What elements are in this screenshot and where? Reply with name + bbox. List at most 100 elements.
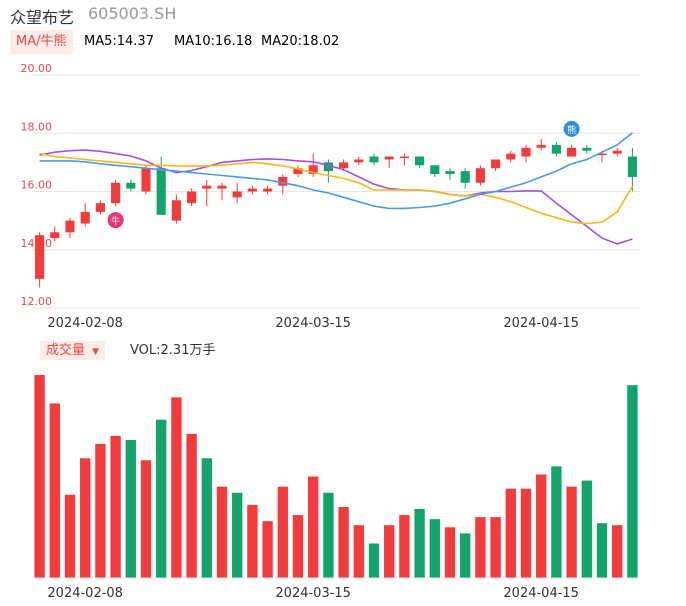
ma20-legend: MA20:18.02 (261, 34, 340, 49)
volume-bar (581, 480, 592, 578)
volume-bar (460, 533, 471, 578)
candle-body (202, 185, 212, 189)
y-tick-label: 18.00 (21, 120, 53, 133)
candle-body (399, 156, 409, 159)
ma5-line (39, 149, 633, 245)
volume-bar (308, 476, 319, 578)
bull-badge: 牛 (107, 212, 124, 229)
candle-body (141, 168, 151, 192)
candle-body (597, 153, 607, 156)
volume-bar (277, 486, 288, 578)
volume-bar (368, 543, 380, 578)
candle-body (567, 147, 577, 157)
bear-badge: 熊 (563, 120, 580, 137)
volume-bar (49, 403, 60, 578)
volume-bar (201, 458, 212, 578)
ma10-legend: MA10:16.18 (174, 34, 253, 49)
volume-bar (323, 492, 334, 578)
stock-code: 605003.SH (88, 4, 177, 23)
stock-name: 众望布艺 (10, 8, 75, 27)
candle-body (217, 185, 227, 189)
candle-body (308, 165, 318, 175)
candle-body (582, 147, 592, 151)
volume-bar (444, 527, 456, 578)
y-tick-label: 12.00 (21, 295, 53, 308)
volume-bar (110, 435, 121, 578)
candle-body (506, 153, 516, 160)
volume-tag-label: 成交量 (46, 343, 86, 358)
x-tick-label: 2024-03-15 (275, 316, 351, 331)
candle-body (111, 182, 121, 204)
candle-body (156, 168, 166, 215)
volume-value: VOL:2.31万手 (130, 343, 216, 358)
volume-bar (551, 466, 562, 578)
candle-body (475, 168, 485, 183)
ma10-line (39, 152, 634, 225)
candle-body (65, 220, 75, 233)
volume-bar (34, 375, 45, 578)
volume-bar (95, 444, 106, 578)
candle-body (521, 147, 531, 157)
volume-bar (156, 419, 167, 578)
volume-bar (627, 385, 638, 578)
bull-badge-circle (107, 212, 124, 229)
volume-bar (475, 517, 486, 578)
x-tick-label: 2024-02-08 (47, 586, 123, 601)
candle-body (323, 162, 333, 172)
candle-body (384, 156, 394, 160)
candle-body (35, 235, 45, 279)
volume-indicator-tab[interactable]: 成交量 ▼ (40, 341, 106, 360)
volume-bar (262, 521, 273, 578)
candle-body (612, 150, 622, 154)
candle-body (263, 188, 273, 192)
candle-body (415, 156, 425, 166)
volume-bar (536, 474, 547, 578)
dropdown-caret-icon: ▼ (92, 347, 100, 357)
volume-bar (490, 517, 501, 578)
candle-body (95, 203, 105, 212)
ma-indicator-tab[interactable]: MA/牛熊 (10, 30, 73, 54)
volume-bar (399, 515, 410, 578)
candle-body (551, 144, 561, 154)
volume-bar (414, 508, 425, 578)
candle-body (187, 191, 197, 204)
volume-bar (186, 433, 197, 578)
volume-bar (566, 486, 577, 578)
y-tick-label: 16.00 (21, 179, 53, 192)
candle-body (445, 171, 455, 175)
volume-bar (140, 460, 152, 578)
volume-bar (520, 488, 532, 578)
x-tick-label: 2024-03-15 (275, 586, 351, 601)
candle-body (80, 211, 90, 224)
volume-bar (80, 458, 91, 578)
candle-body (293, 168, 303, 175)
volume-bar (216, 486, 228, 578)
volume-bar (596, 523, 608, 578)
volume-bar (612, 525, 623, 578)
volume-bar (232, 492, 243, 578)
volume-bar (384, 525, 395, 578)
volume-bar (505, 488, 516, 578)
candle-body (278, 176, 288, 186)
candle-body (627, 156, 637, 177)
candle-body (430, 165, 440, 175)
volume-bar (338, 506, 349, 578)
ma5-legend: MA5:14.37 (84, 34, 154, 49)
volume-bar (429, 519, 440, 578)
candle-body (339, 162, 349, 169)
y-tick-label: 20.00 (21, 62, 53, 75)
volume-bar (353, 525, 364, 578)
volume-bar (125, 439, 136, 578)
candle-body (460, 171, 470, 183)
bear-badge-label: 熊 (567, 124, 576, 136)
candle-body (354, 159, 364, 163)
candle-body (247, 188, 257, 192)
candle-body (50, 232, 60, 239)
candle-body (369, 156, 379, 163)
x-tick-label: 2024-04-15 (503, 316, 579, 331)
bear-badge-circle (563, 120, 580, 137)
volume-bar (171, 397, 182, 578)
candle-body (491, 159, 501, 169)
ma20-line (39, 132, 633, 210)
candle-body (232, 191, 242, 198)
